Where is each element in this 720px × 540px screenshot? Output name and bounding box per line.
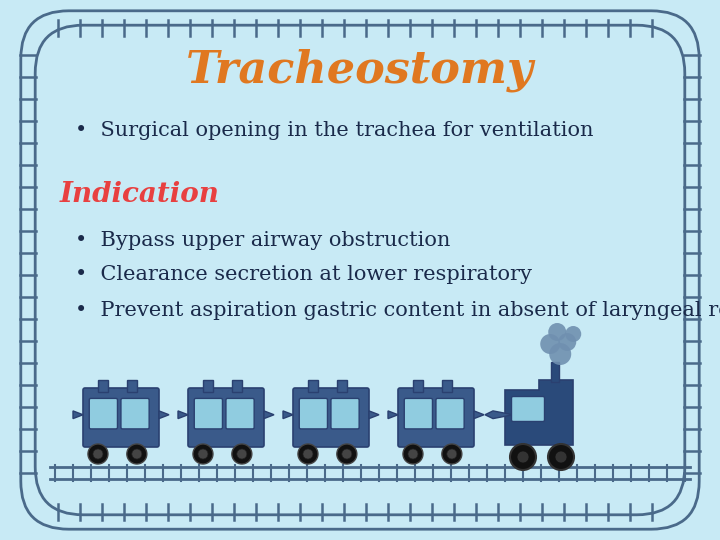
Circle shape (447, 449, 456, 459)
Circle shape (127, 444, 147, 464)
FancyBboxPatch shape (194, 399, 222, 429)
FancyBboxPatch shape (404, 399, 433, 429)
Circle shape (510, 444, 536, 470)
Circle shape (558, 333, 576, 351)
Circle shape (337, 444, 357, 464)
FancyBboxPatch shape (15, 15, 705, 525)
Circle shape (193, 444, 213, 464)
Circle shape (237, 449, 247, 459)
Circle shape (540, 334, 560, 354)
Circle shape (408, 449, 418, 459)
Polygon shape (505, 380, 573, 445)
FancyBboxPatch shape (293, 388, 369, 447)
Circle shape (303, 449, 313, 459)
Circle shape (555, 451, 567, 463)
Polygon shape (264, 411, 274, 418)
FancyBboxPatch shape (436, 399, 464, 429)
Polygon shape (474, 411, 484, 418)
Bar (337, 380, 347, 392)
Circle shape (198, 449, 208, 459)
FancyBboxPatch shape (83, 388, 159, 447)
Text: •  Clearance secretion at lower respiratory: • Clearance secretion at lower respirato… (75, 266, 532, 285)
Circle shape (88, 444, 108, 464)
Bar (232, 380, 242, 392)
FancyBboxPatch shape (511, 396, 544, 422)
Polygon shape (388, 411, 398, 418)
Circle shape (442, 444, 462, 464)
Polygon shape (485, 411, 513, 418)
Circle shape (403, 444, 423, 464)
Text: Tracheostomy: Tracheostomy (186, 48, 534, 92)
Bar (552, 362, 559, 382)
FancyBboxPatch shape (188, 388, 264, 447)
Circle shape (232, 444, 252, 464)
Polygon shape (283, 411, 293, 418)
Polygon shape (73, 411, 83, 418)
Bar (413, 380, 423, 392)
Circle shape (517, 451, 529, 463)
Circle shape (342, 449, 352, 459)
Circle shape (565, 326, 581, 342)
FancyBboxPatch shape (300, 399, 328, 429)
Circle shape (548, 444, 574, 470)
Bar (442, 380, 452, 392)
Bar (98, 380, 108, 392)
FancyBboxPatch shape (398, 388, 474, 447)
FancyBboxPatch shape (121, 399, 149, 429)
Polygon shape (178, 411, 188, 418)
Text: Indication: Indication (60, 181, 220, 208)
Polygon shape (369, 411, 379, 418)
Circle shape (93, 449, 103, 459)
Circle shape (298, 444, 318, 464)
Bar (127, 380, 137, 392)
FancyBboxPatch shape (89, 399, 117, 429)
Circle shape (549, 343, 571, 365)
FancyBboxPatch shape (226, 399, 254, 429)
Bar (308, 380, 318, 392)
FancyBboxPatch shape (331, 399, 359, 429)
Circle shape (548, 323, 566, 341)
Text: •  Surgical opening in the trachea for ventilation: • Surgical opening in the trachea for ve… (75, 120, 593, 139)
Circle shape (132, 449, 142, 459)
Bar (203, 380, 213, 392)
Text: •  Prevent aspiration gastric content in absent of laryngeal reflex: • Prevent aspiration gastric content in … (75, 300, 720, 320)
Polygon shape (159, 411, 169, 418)
Text: •  Bypass upper airway obstruction: • Bypass upper airway obstruction (75, 231, 451, 249)
